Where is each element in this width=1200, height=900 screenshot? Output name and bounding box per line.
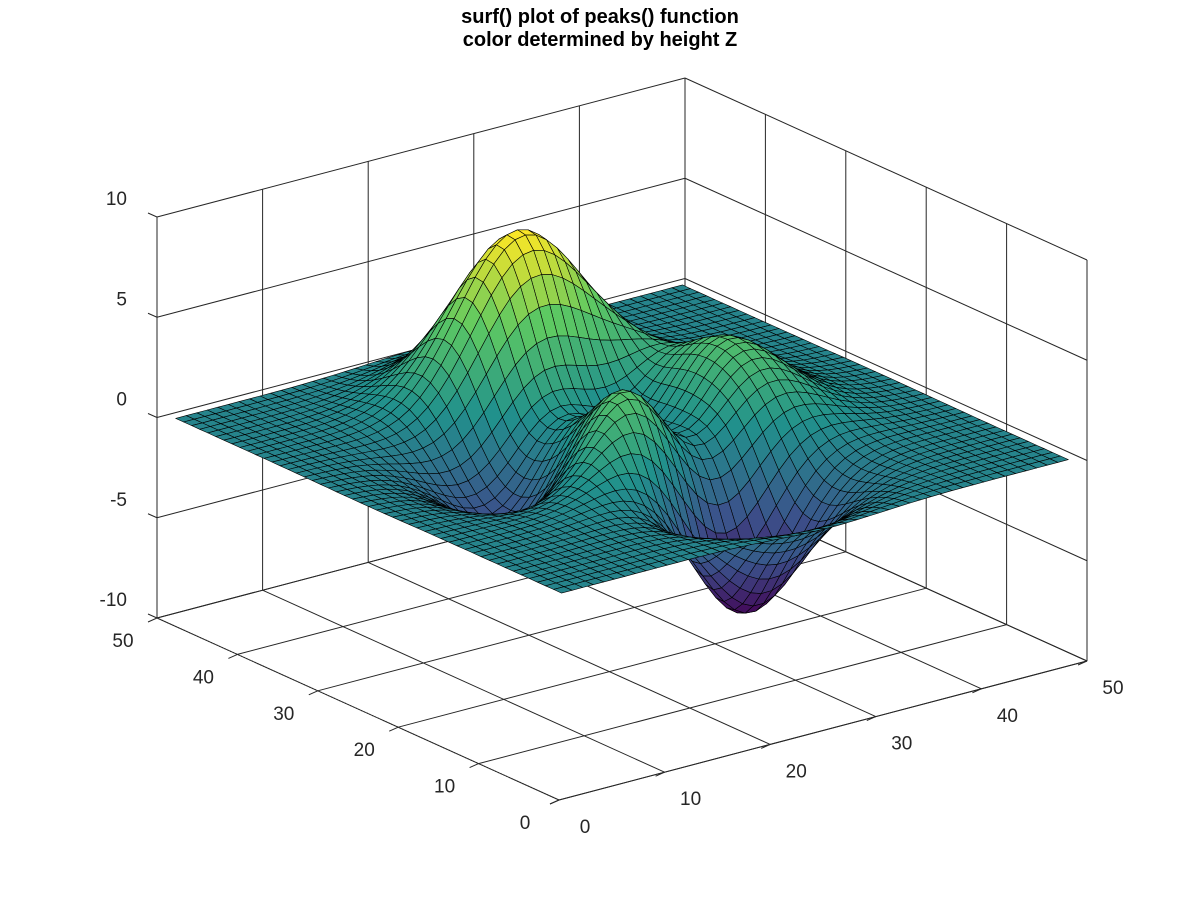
x-tick-mark bbox=[655, 771, 665, 777]
surface-mesh bbox=[175, 229, 1069, 614]
grid-line bbox=[684, 77, 1088, 261]
x-tick-label: 20 bbox=[786, 761, 807, 782]
chart-title: surf() plot of peaks() function color de… bbox=[0, 6, 1200, 52]
chart-title-line-1: surf() plot of peaks() function bbox=[461, 6, 739, 28]
grid-line bbox=[262, 589, 665, 773]
grid-line bbox=[478, 624, 1007, 765]
grid-line bbox=[684, 177, 1088, 361]
grid-line bbox=[684, 278, 1088, 461]
y-tick-label: 0 bbox=[520, 813, 531, 834]
front-axes bbox=[147, 212, 1088, 805]
z-tick-label: 0 bbox=[116, 390, 127, 411]
y-tick-mark bbox=[147, 617, 158, 623]
z-tick-label: -10 bbox=[100, 590, 127, 611]
z-tick-mark bbox=[147, 413, 158, 418]
grid-line bbox=[156, 617, 560, 801]
z-tick-mark bbox=[147, 513, 158, 519]
surface-patch bbox=[553, 586, 573, 594]
grid-line bbox=[398, 587, 927, 728]
tick-labels: -10 -5 0 5 10 0 10 20 30 40 50 0 10 20 30 40 50 bbox=[100, 189, 1124, 838]
grid-line bbox=[367, 561, 771, 745]
y-tick-mark bbox=[469, 763, 479, 769]
y-tick-mark bbox=[388, 726, 399, 732]
y-tick-label: 40 bbox=[193, 667, 214, 688]
y-tick-mark bbox=[549, 799, 560, 805]
y-tick-mark bbox=[228, 653, 238, 659]
x-tick-label: 50 bbox=[1102, 678, 1123, 699]
z-tick-mark bbox=[147, 212, 158, 218]
y-tick-mark bbox=[308, 690, 319, 696]
y-tick-label: 10 bbox=[434, 777, 455, 798]
z-tick-label: 10 bbox=[106, 189, 127, 210]
x-tick-label: 30 bbox=[891, 734, 912, 755]
x-tick-mark bbox=[972, 688, 982, 694]
grid-line bbox=[156, 177, 686, 318]
y-tick-label: 30 bbox=[273, 704, 294, 725]
grid-line bbox=[156, 77, 686, 218]
x-axis-line bbox=[558, 660, 1088, 801]
x-tick-mark bbox=[1077, 660, 1088, 666]
x-tick-mark bbox=[866, 716, 877, 722]
chart-title-line-2: color determined by height Z bbox=[462, 29, 738, 51]
z-tick-label: -5 bbox=[110, 490, 127, 511]
y-tick-label: 20 bbox=[354, 740, 375, 761]
z-tick-mark bbox=[147, 312, 158, 318]
z-tick-mark bbox=[147, 613, 158, 619]
x-tick-label: 0 bbox=[580, 817, 591, 838]
z-tick-label: 5 bbox=[116, 289, 127, 310]
y-tick-label: 50 bbox=[112, 631, 133, 652]
x-tick-label: 10 bbox=[680, 789, 701, 810]
x-tick-mark bbox=[760, 743, 771, 749]
x-tick-label: 40 bbox=[997, 706, 1018, 727]
